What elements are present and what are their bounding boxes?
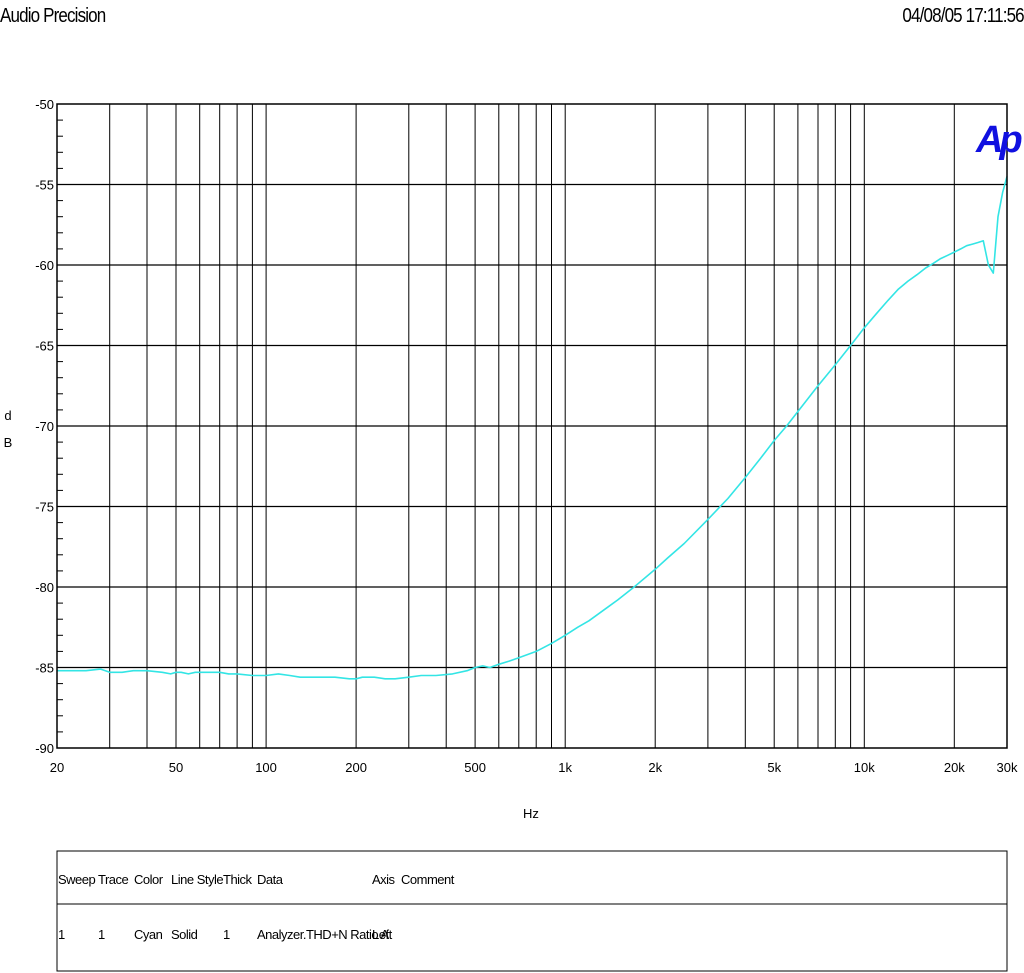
series-layer (57, 176, 1008, 680)
x-axis-title: Hz (523, 806, 539, 821)
legend-header: Data (257, 872, 284, 887)
legend-header: Sweep (58, 872, 96, 887)
trace-line (57, 176, 1008, 680)
y-tick-label: -75 (35, 500, 54, 515)
x-tick-label: 2k (648, 760, 662, 775)
legend-header: Trace (98, 872, 129, 887)
x-tick-label: 1k (558, 760, 572, 775)
x-tick-label: 20k (944, 760, 965, 775)
legend-cell: Left (372, 927, 393, 942)
y-tick-label: -65 (35, 339, 54, 354)
app-title: Audio Precision (0, 5, 106, 27)
x-tick-label: 5k (767, 760, 781, 775)
legend-header: Comment (401, 872, 455, 887)
ap-logo: Ap (975, 119, 1021, 161)
legend-cell: Cyan (134, 927, 163, 942)
legend-header: Axis (372, 872, 396, 887)
y-tick-label: -85 (35, 661, 54, 676)
legend-header: Color (134, 872, 164, 887)
x-tick-label: 500 (464, 760, 486, 775)
legend-header: Thick (223, 872, 253, 887)
timestamp: 04/08/05 17:11:56 (902, 5, 1024, 27)
y-tick-label: -80 (35, 580, 54, 595)
x-tick-label: 200 (345, 760, 367, 775)
legend-frame (56, 850, 1008, 972)
legend-cell: 1 (223, 927, 230, 942)
x-tick-label: 10k (854, 760, 875, 775)
y-tick-label: -50 (35, 97, 54, 112)
plot-frame (56, 103, 1008, 749)
legend-header: Line Style (171, 872, 223, 887)
legend-cell: Solid (171, 927, 198, 942)
legend-table: Sweep Trace Color Line Style Thick Data Axis Co… (56, 850, 1008, 972)
x-tick-label: 20 (50, 760, 64, 775)
x-tick-label: 30k (997, 760, 1018, 775)
y-axis-title-d: d (4, 408, 11, 423)
axis-titles: Hz dB (4, 408, 539, 821)
x-tick-label: 50 (169, 760, 183, 775)
y-tick-label: -55 (35, 178, 54, 193)
x-tick-label: 100 (255, 760, 277, 775)
y-tick-label: -60 (35, 258, 54, 273)
axis-tick-labels: -50 -55 -60 -65 -70 -75 -80 -85 -90 20 50 100 200 500… (35, 97, 1018, 775)
grid-lines (57, 104, 1007, 748)
legend-cell: Analyzer.THD+N Ratio A (257, 927, 390, 942)
legend-cell: 1 (58, 927, 65, 942)
y-axis-title-b: B (4, 435, 13, 450)
legend-cell: 1 (98, 927, 105, 942)
tick-marks (57, 103, 66, 749)
y-tick-label: -70 (35, 419, 54, 434)
y-tick-label: -90 (35, 741, 54, 756)
